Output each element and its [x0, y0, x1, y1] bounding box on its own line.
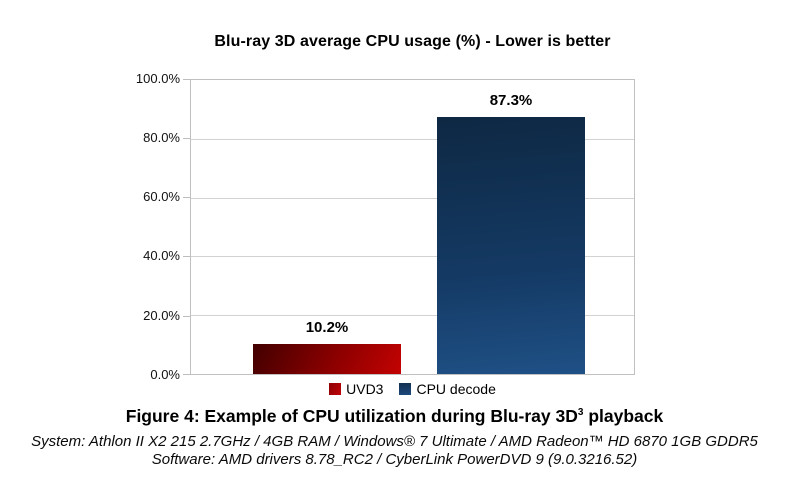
legend-swatch-red-icon: [329, 383, 342, 395]
legend-label-cpu-decode: CPU decode: [416, 381, 496, 397]
caption-text-tail: playback: [583, 406, 664, 426]
bar-group-uvd3: 10.2%: [253, 80, 401, 374]
bar-value-label-uvd3: 10.2%: [305, 319, 349, 336]
bar-value-label-cpu-decode: 87.3%: [489, 92, 533, 109]
system-spec-line: System: Athlon II X2 215 2.7GHz / 4GB RA…: [31, 433, 758, 450]
y-axis-tick: [183, 79, 190, 80]
y-tick-label-60: 60.0%: [143, 189, 180, 204]
y-axis-tick: [183, 374, 190, 375]
y-tick-label-100: 100.0%: [135, 71, 180, 86]
y-axis-tick: [183, 316, 190, 317]
gridline-40pct: [191, 256, 634, 258]
chart-legend: UVD3 CPU decode: [190, 380, 635, 398]
gridline-60pct: [191, 197, 634, 199]
software-spec-line: Software: AMD drivers 8.78_RC2 / CyberLi…: [151, 451, 638, 468]
y-axis-tick: [183, 197, 190, 198]
y-tick-label-80: 80.0%: [143, 130, 180, 145]
legend-swatch-blue-icon: [399, 383, 412, 395]
y-axis-tick: [183, 138, 190, 139]
legend-label-uvd3: UVD3: [346, 381, 384, 397]
figure-caption: Figure 4: Example of CPU utilization dur…: [0, 406, 789, 427]
legend-item-uvd3: UVD3: [329, 381, 383, 397]
bar-uvd3: [253, 344, 401, 374]
y-tick-label-20: 20.0%: [143, 308, 180, 323]
chart-title: Blu-ray 3D average CPU usage (%) - Lower…: [214, 33, 611, 50]
plot-area: 10.2% 87.3%: [190, 79, 635, 375]
gridline-80pct: [191, 138, 634, 140]
bar-cpu-decode: [437, 117, 585, 374]
gridline-20pct: [191, 315, 634, 317]
caption-footnote-marker: 3: [577, 407, 584, 419]
y-tick-label-0: 0.0%: [150, 367, 180, 382]
y-axis-tick: [183, 256, 190, 257]
legend-item-cpu-decode: CPU decode: [399, 381, 496, 397]
caption-text: Figure 4: Example of CPU utilization dur…: [125, 406, 578, 426]
bar-group-cpu-decode: 87.3%: [437, 80, 585, 374]
y-tick-label-40: 40.0%: [143, 248, 180, 263]
